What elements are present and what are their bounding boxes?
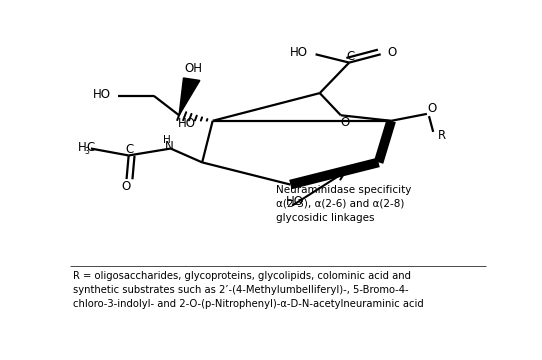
Text: O: O xyxy=(340,116,350,129)
Text: 3: 3 xyxy=(85,147,89,156)
Text: HO: HO xyxy=(178,117,196,130)
Text: Neuraminidase specificity
α(2-3), α(2-6) and α(2-8)
glycosidic linkages: Neuraminidase specificity α(2-3), α(2-6)… xyxy=(276,185,411,222)
Text: H: H xyxy=(164,135,171,145)
Text: HO: HO xyxy=(290,46,308,59)
Text: OH: OH xyxy=(185,62,203,75)
Text: C: C xyxy=(126,143,134,157)
Text: O: O xyxy=(428,102,437,116)
Text: R: R xyxy=(438,129,446,142)
Text: H: H xyxy=(78,141,87,154)
Text: C: C xyxy=(86,141,94,154)
Text: HO: HO xyxy=(93,88,111,101)
Text: C: C xyxy=(346,50,354,63)
Polygon shape xyxy=(179,78,200,115)
Text: O: O xyxy=(388,46,397,59)
Text: R = oligosaccharides, glycoproteins, glycolipids, colominic acid and
synthetic s: R = oligosaccharides, glycoproteins, gly… xyxy=(73,270,423,309)
Text: N: N xyxy=(165,140,174,153)
Text: O: O xyxy=(121,180,130,193)
Text: HO: HO xyxy=(286,195,304,208)
